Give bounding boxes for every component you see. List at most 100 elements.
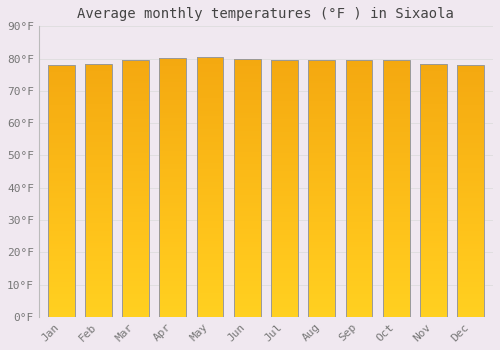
Bar [346, 175, 372, 178]
Bar [48, 150, 74, 153]
Bar [271, 101, 298, 104]
Bar [234, 58, 260, 61]
Bar [85, 86, 112, 89]
Bar [346, 247, 372, 250]
Bar [346, 124, 372, 126]
Bar [196, 296, 224, 299]
Bar [85, 228, 112, 231]
Bar [160, 172, 186, 175]
Bar [420, 292, 447, 294]
Bar [160, 146, 186, 149]
Bar [383, 286, 409, 288]
Bar [196, 106, 224, 108]
Bar [308, 60, 335, 317]
Bar [234, 66, 260, 69]
Bar [160, 159, 186, 162]
Bar [196, 75, 224, 77]
Bar [196, 108, 224, 111]
Bar [234, 291, 260, 294]
Bar [346, 294, 372, 296]
Bar [160, 262, 186, 265]
Bar [196, 280, 224, 283]
Bar [196, 124, 224, 127]
Bar [308, 217, 335, 219]
Bar [271, 127, 298, 130]
Bar [271, 217, 298, 219]
Bar [234, 239, 260, 242]
Bar [383, 217, 409, 219]
Bar [160, 185, 186, 188]
Bar [234, 141, 260, 144]
Bar [458, 196, 484, 198]
Bar [196, 220, 224, 223]
Bar [234, 219, 260, 221]
Bar [122, 189, 149, 191]
Bar [234, 58, 260, 317]
Bar [420, 117, 447, 119]
Bar [308, 142, 335, 145]
Bar [420, 228, 447, 231]
Bar [85, 210, 112, 213]
Bar [458, 281, 484, 284]
Bar [346, 286, 372, 288]
Bar [48, 100, 74, 103]
Bar [383, 114, 409, 117]
Bar [160, 218, 186, 221]
Bar [271, 294, 298, 296]
Bar [420, 94, 447, 97]
Bar [383, 263, 409, 266]
Bar [346, 139, 372, 142]
Bar [160, 71, 186, 74]
Bar [458, 274, 484, 276]
Bar [122, 166, 149, 168]
Bar [308, 145, 335, 147]
Bar [420, 99, 447, 102]
Bar [122, 93, 149, 96]
Bar [458, 113, 484, 115]
Bar [458, 269, 484, 271]
Bar [383, 237, 409, 240]
Bar [420, 261, 447, 264]
Bar [383, 243, 409, 245]
Bar [160, 102, 186, 105]
Bar [48, 92, 74, 95]
Bar [196, 148, 224, 150]
Bar [271, 96, 298, 99]
Bar [420, 152, 447, 155]
Bar [196, 286, 224, 288]
Bar [122, 186, 149, 189]
Bar [346, 255, 372, 258]
Bar [85, 180, 112, 183]
Bar [234, 193, 260, 195]
Bar [346, 80, 372, 83]
Bar [346, 108, 372, 111]
Bar [122, 68, 149, 70]
Bar [383, 296, 409, 299]
Bar [48, 88, 74, 90]
Bar [383, 191, 409, 194]
Bar [383, 91, 409, 93]
Bar [48, 208, 74, 211]
Bar [271, 271, 298, 273]
Bar [234, 234, 260, 237]
Bar [420, 114, 447, 117]
Bar [85, 170, 112, 173]
Bar [122, 224, 149, 227]
Bar [458, 233, 484, 236]
Bar [271, 191, 298, 194]
Bar [85, 238, 112, 241]
Bar [271, 178, 298, 181]
Bar [160, 141, 186, 144]
Bar [420, 183, 447, 185]
Bar [85, 309, 112, 312]
Bar [85, 99, 112, 102]
Bar [308, 119, 335, 122]
Bar [346, 178, 372, 181]
Bar [308, 271, 335, 273]
Bar [196, 246, 224, 249]
Bar [122, 227, 149, 230]
Bar [160, 291, 186, 294]
Bar [346, 90, 372, 93]
Bar [420, 208, 447, 210]
Bar [234, 131, 260, 133]
